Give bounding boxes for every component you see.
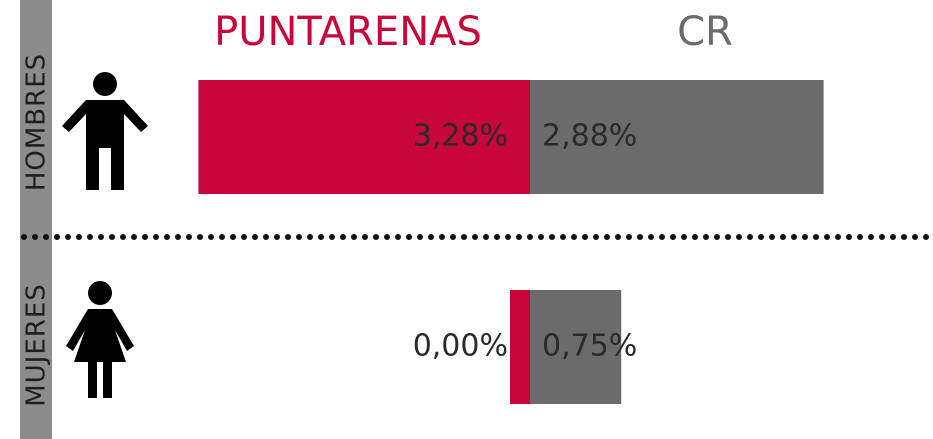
woman-icon <box>66 281 134 398</box>
bar <box>530 290 622 404</box>
category-label: MUJERES <box>22 283 52 407</box>
value-label: 0,75% <box>542 329 637 364</box>
value-label: 3,28% <box>413 119 508 154</box>
value-label: 2,88% <box>542 119 637 154</box>
bar <box>530 80 824 194</box>
category-label: HOMBRES <box>22 53 52 191</box>
legend-label: PUNTARENAS <box>214 9 482 55</box>
value-label: 0,00% <box>413 329 508 364</box>
bar <box>198 80 530 194</box>
bar <box>510 290 530 404</box>
man-icon <box>62 72 148 190</box>
legend-label: CR <box>677 9 733 55</box>
category-strip <box>20 0 52 439</box>
